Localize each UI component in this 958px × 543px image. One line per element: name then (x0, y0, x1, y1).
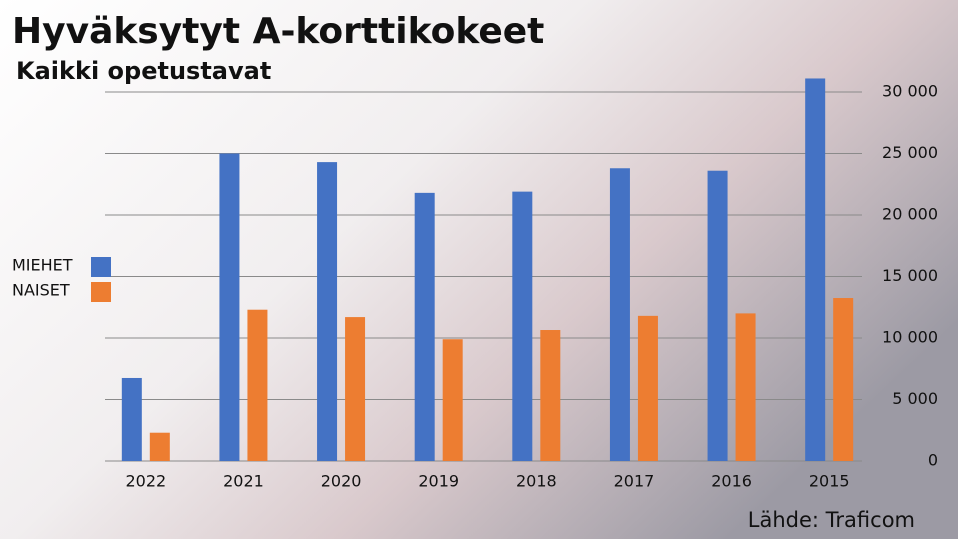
bar (833, 298, 854, 461)
bar (414, 192, 435, 462)
legend-label: MIEHET (12, 256, 73, 275)
y-tick-label: 15 000 (882, 266, 938, 285)
bar (149, 432, 170, 461)
bar (317, 162, 338, 462)
legend-label: NAISET (12, 281, 70, 300)
bar (345, 317, 366, 461)
bar (805, 78, 826, 461)
x-tick-label: 2019 (418, 472, 459, 491)
bar (609, 168, 630, 461)
x-tick-label: 2015 (809, 472, 850, 491)
x-tick-label: 2018 (516, 472, 557, 491)
x-tick-label: 2021 (223, 472, 264, 491)
x-tick-label: 2020 (321, 472, 362, 491)
legend-swatch (91, 257, 111, 277)
y-tick-label: 10 000 (882, 328, 938, 347)
x-tick-label: 2016 (711, 472, 752, 491)
bar (442, 339, 463, 461)
bar (735, 313, 756, 461)
bar (707, 170, 728, 461)
bar (512, 191, 533, 461)
legend-swatch (91, 282, 111, 302)
y-tick-label: 5 000 (892, 389, 938, 408)
x-tick-label: 2022 (125, 472, 166, 491)
chart-title: Hyväksytyt A-korttikokeet (12, 11, 544, 52)
y-tick-label: 25 000 (882, 143, 938, 162)
x-tick-label: 2017 (614, 472, 655, 491)
y-tick-label: 30 000 (882, 82, 938, 101)
bar (247, 309, 268, 461)
y-tick-label: 20 000 (882, 205, 938, 224)
bar (540, 330, 561, 461)
source: Lähde: Traficom (748, 508, 915, 532)
y-tick-label: 0 (928, 451, 938, 470)
bar (219, 153, 240, 461)
chart-subtitle: Kaikki opetustavat (16, 57, 271, 85)
bar (121, 377, 142, 461)
bar (637, 315, 658, 461)
